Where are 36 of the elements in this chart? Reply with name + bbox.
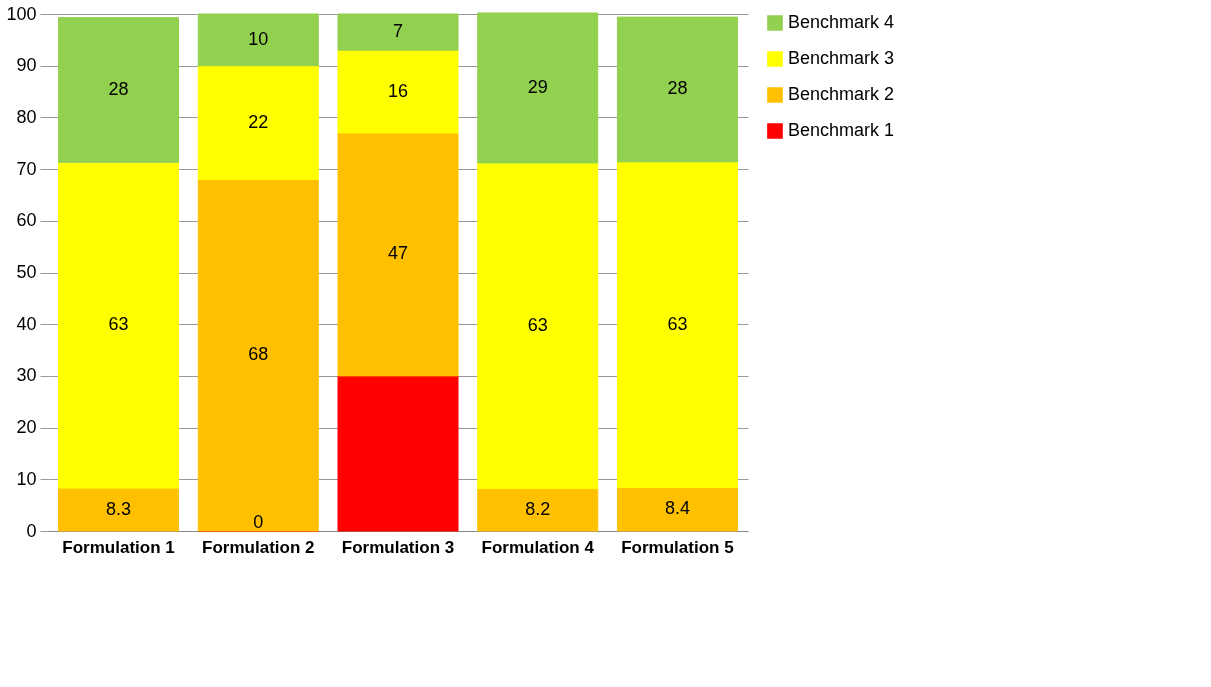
x-tick-label: Formulation 4 <box>481 537 595 557</box>
data-label: 63 <box>527 314 548 335</box>
y-tick-label: 50 <box>16 262 37 282</box>
data-label: 63 <box>667 313 688 334</box>
y-tick-label: 10 <box>16 468 37 489</box>
y-tick-label: 70 <box>16 158 37 179</box>
legend-label: Benchmark 2 <box>788 84 895 104</box>
legend-label: Benchmark 4 <box>788 12 895 32</box>
y-tick-label: 20 <box>16 417 37 438</box>
y-tick-label: 0 <box>26 520 37 541</box>
data-label: 47 <box>387 243 409 264</box>
legend-label: Benchmark 3 <box>788 48 895 68</box>
data-label: 8.4 <box>664 498 690 519</box>
data-label: 68 <box>248 344 269 365</box>
x-tick-label: Formulation 5 <box>621 537 734 557</box>
data-label: 8.3 <box>106 498 132 519</box>
data-label: 63 <box>108 314 129 335</box>
legend-label: Benchmark 1 <box>788 120 895 140</box>
y-tick-label: 90 <box>16 55 37 76</box>
y-tick-label: 100 <box>6 3 37 24</box>
x-tick-label: Formulation 1 <box>62 537 175 557</box>
y-tick-label: 60 <box>16 210 37 231</box>
y-tick-label: 80 <box>16 106 37 127</box>
data-label: 29 <box>527 76 548 97</box>
data-label: 8.2 <box>525 498 551 519</box>
data-label: 0 <box>253 512 264 532</box>
data-label: 10 <box>248 28 269 49</box>
data-label: 28 <box>108 79 129 99</box>
x-tick-label: Formulation 2 <box>202 537 315 557</box>
data-label: 28 <box>667 78 688 99</box>
x-tick-label: Formulation 3 <box>341 537 455 557</box>
y-tick-label: 40 <box>16 313 37 334</box>
data-label: 16 <box>387 80 409 101</box>
data-label: 22 <box>248 111 269 132</box>
y-tick-label: 30 <box>16 365 37 386</box>
data-label: 7 <box>392 21 404 42</box>
